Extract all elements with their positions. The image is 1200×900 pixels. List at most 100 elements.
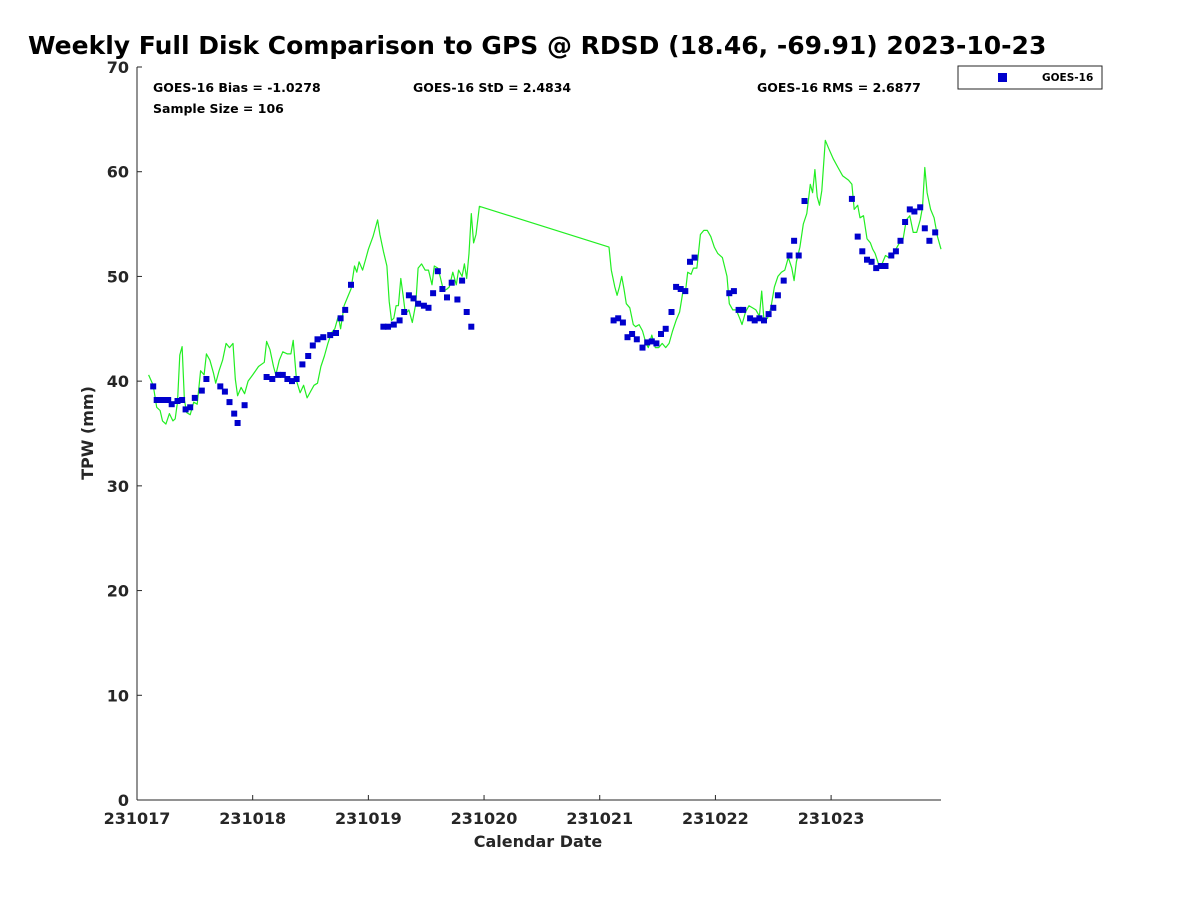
y-axis-label: TPW (mm) xyxy=(78,386,97,480)
goes16-point xyxy=(780,277,787,284)
goes16-point xyxy=(425,304,432,311)
legend-marker-goes16 xyxy=(998,73,1007,82)
y-tick-label: 50 xyxy=(107,267,129,286)
gps-series xyxy=(148,139,942,425)
goes16-point xyxy=(179,397,186,403)
goes16-point xyxy=(174,398,181,404)
x-tick-label: 231023 xyxy=(798,809,865,828)
legend-box xyxy=(957,65,1103,90)
goes16-point xyxy=(677,286,684,292)
y-tick-label: 60 xyxy=(107,163,129,182)
std-stat: GOES-16 StD = 2.4834 xyxy=(413,80,571,95)
goes16-point xyxy=(624,334,631,341)
y-tick-label: 10 xyxy=(107,686,129,705)
goes16-point xyxy=(726,290,733,297)
goes16-point xyxy=(221,388,228,395)
goes16-point xyxy=(385,323,391,330)
goes16-point xyxy=(405,292,412,299)
goes16-point xyxy=(921,225,928,232)
goes16-point xyxy=(877,263,884,269)
goes16-point xyxy=(615,315,622,322)
sample-size-stat: Sample Size = 106 xyxy=(153,101,284,116)
y-tick-label: 40 xyxy=(107,372,129,391)
goes16-point xyxy=(434,268,441,275)
goes16-point xyxy=(740,306,747,313)
goes16-series xyxy=(150,195,939,426)
goes16-point xyxy=(854,233,861,240)
plot-frame xyxy=(137,67,941,800)
goes16-point xyxy=(380,323,387,330)
goes16-point xyxy=(662,325,669,332)
goes16-point xyxy=(892,248,899,255)
goes16-point xyxy=(337,315,344,322)
goes16-point xyxy=(415,300,422,307)
goes16-point xyxy=(735,306,742,313)
y-tick-label: 0 xyxy=(118,791,129,810)
goes16-point xyxy=(327,332,334,339)
goes16-point xyxy=(165,397,172,403)
goes16-point xyxy=(284,376,291,382)
goes16-point xyxy=(348,281,354,288)
goes16-point xyxy=(848,195,855,202)
goes16-point xyxy=(770,304,777,311)
goes16-point xyxy=(293,376,300,382)
goes16-point xyxy=(299,361,306,368)
goes16-point xyxy=(468,323,475,330)
goes16-point xyxy=(444,294,450,301)
goes16-point xyxy=(882,263,889,269)
goes16-point xyxy=(761,317,767,324)
goes16-point xyxy=(396,317,403,324)
goes16-point xyxy=(911,208,918,215)
chart-title: Weekly Full Disk Comparison to GPS @ RDS… xyxy=(28,31,1046,60)
goes16-point xyxy=(801,198,808,204)
goes16-point xyxy=(629,331,636,337)
gps-line xyxy=(148,139,942,425)
y-tick-label: 70 xyxy=(107,58,129,77)
goes16-point xyxy=(774,292,781,299)
goes16-point xyxy=(691,254,698,261)
goes16-point xyxy=(926,237,933,244)
goes16-point xyxy=(682,288,689,295)
goes16-point xyxy=(673,283,680,290)
goes16-point xyxy=(463,309,470,315)
y-tick-label: 20 xyxy=(107,582,129,601)
goes16-point xyxy=(687,258,693,265)
goes16-point xyxy=(269,376,276,382)
goes16-point xyxy=(751,317,758,324)
x-axis-label: Calendar Date xyxy=(474,832,603,851)
goes16-point xyxy=(658,331,664,337)
goes16-point xyxy=(275,371,282,378)
goes16-point xyxy=(668,309,675,315)
bias-stat: GOES-16 Bias = -1.0278 xyxy=(153,80,321,95)
goes16-point xyxy=(333,330,339,336)
goes16-point xyxy=(182,406,189,413)
x-tick-label: 231018 xyxy=(219,809,286,828)
goes16-point xyxy=(888,252,895,259)
goes16-point xyxy=(203,376,210,382)
goes16-point xyxy=(168,401,175,408)
goes16-point xyxy=(454,296,461,303)
goes16-point xyxy=(160,397,167,403)
goes16-point xyxy=(619,319,626,326)
legend-label-goes16: GOES-16 xyxy=(1042,72,1093,84)
goes16-point xyxy=(786,252,793,259)
goes16-point xyxy=(730,288,737,295)
x-tick-label: 231022 xyxy=(682,809,749,828)
goes16-point xyxy=(868,258,875,265)
goes16-point xyxy=(231,410,238,417)
goes16-point xyxy=(653,340,660,347)
goes16-point xyxy=(902,219,909,225)
goes16-point xyxy=(198,387,205,394)
goes16-point xyxy=(279,371,286,378)
goes16-point xyxy=(864,256,870,263)
goes16-point xyxy=(191,394,198,401)
x-tick-label: 231021 xyxy=(566,809,633,828)
goes16-point xyxy=(187,404,194,411)
goes16-point xyxy=(795,252,802,259)
goes16-point xyxy=(263,374,270,380)
goes16-point xyxy=(448,279,455,286)
goes16-point xyxy=(390,321,397,328)
goes16-point xyxy=(309,342,316,349)
goes16-point xyxy=(906,206,913,213)
